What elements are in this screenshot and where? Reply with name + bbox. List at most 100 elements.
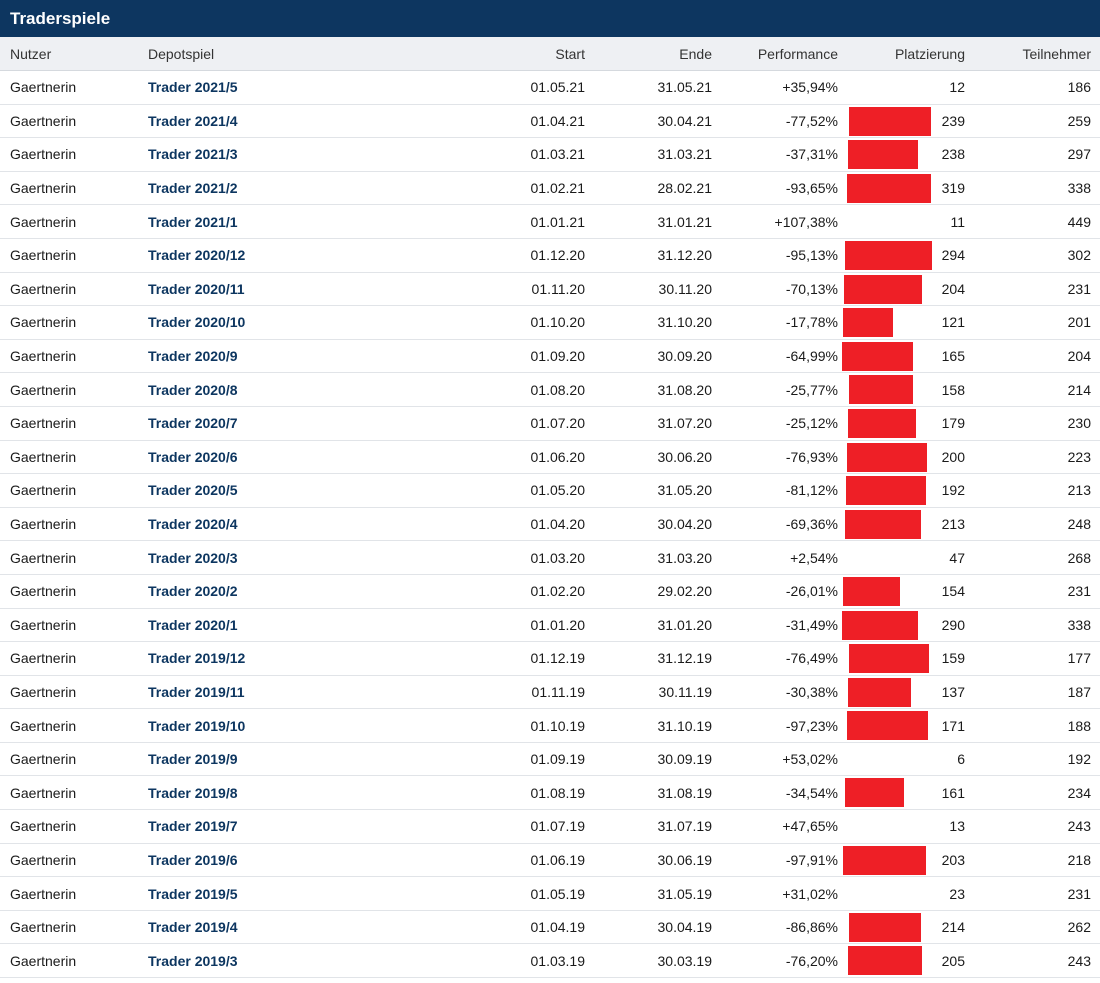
column-header-end[interactable]: Ende [679,45,712,62]
table-row: Gaertnerin Trader 2020/1 01.01.20 31.01.20 -… [0,609,1100,643]
game-link[interactable]: Trader 2020/1 [148,616,238,633]
game-link[interactable]: Trader 2019/10 [148,717,246,734]
user-cell: Gaertnerin [10,146,77,163]
performance-value: -64,99% [785,348,838,365]
end-date: 31.12.20 [657,247,713,264]
table-header: Nutzer Depotspiel Start Ende Performance… [0,37,1100,71]
user-cell: Gaertnerin [10,516,77,533]
table-row: Gaertnerin Trader 2020/8 01.08.20 31.08.20 -… [0,373,1100,407]
end-date: 31.12.19 [657,650,713,667]
placement-value: 154 [941,583,965,600]
user-cell: Gaertnerin [10,247,77,264]
game-link[interactable]: Trader 2020/10 [148,314,246,331]
column-header-placement[interactable]: Platzierung [894,45,965,62]
end-date: 30.06.19 [657,851,713,868]
user-cell: Gaertnerin [10,784,77,801]
user-cell: Gaertnerin [10,415,77,432]
placement-value: 171 [941,717,965,734]
participants-value: 231 [1067,583,1091,600]
column-header-game[interactable]: Depotspiel [148,45,215,62]
game-link[interactable]: Trader 2021/3 [148,146,238,163]
game-link[interactable]: Trader 2020/2 [148,583,238,600]
start-date: 01.10.19 [530,717,586,734]
placement-value: 204 [941,280,965,297]
participants-value: 204 [1067,348,1091,365]
start-date: 01.05.21 [530,79,586,96]
game-link[interactable]: Trader 2019/5 [148,885,238,902]
participants-value: 248 [1067,516,1091,533]
user-cell: Gaertnerin [10,180,77,197]
game-link[interactable]: Trader 2019/6 [148,851,238,868]
start-date: 01.08.20 [530,381,586,398]
game-link[interactable]: Trader 2021/4 [148,112,238,129]
table-row: Gaertnerin Trader 2020/12 01.12.20 31.12.20… [0,239,1100,273]
game-link[interactable]: Trader 2020/6 [148,448,238,465]
game-link[interactable]: Trader 2020/7 [148,415,238,432]
game-link[interactable]: Trader 2019/12 [148,650,246,667]
user-cell: Gaertnerin [10,885,77,902]
user-cell: Gaertnerin [10,348,77,365]
participants-value: 259 [1067,112,1091,129]
performance-value: +53,02% [782,751,838,768]
end-date: 31.05.19 [657,885,713,902]
performance-value: -26,01% [785,583,838,600]
game-link[interactable]: Trader 2020/5 [148,482,238,499]
game-link[interactable]: Trader 2021/5 [148,79,238,96]
end-date: 31.10.20 [657,314,713,331]
user-cell: Gaertnerin [10,314,77,331]
column-header-participants[interactable]: Teilnehmer [1022,45,1091,62]
game-link[interactable]: Trader 2019/9 [148,751,238,768]
end-date: 30.04.21 [657,112,713,129]
placement-value: 179 [941,415,965,432]
start-date: 01.07.19 [530,818,586,835]
placement-bar [849,375,913,405]
game-link[interactable]: Trader 2019/3 [148,952,238,969]
column-header-start[interactable]: Start [555,45,585,62]
game-link[interactable]: Trader 2020/12 [148,247,246,264]
game-link[interactable]: Trader 2021/2 [148,180,238,197]
placement-value: 158 [941,381,965,398]
game-link[interactable]: Trader 2020/3 [148,549,238,566]
placement-bar [843,308,893,338]
performance-value: -69,36% [785,516,838,533]
performance-value: -37,31% [785,146,838,163]
game-link[interactable]: Trader 2020/11 [148,280,245,297]
placement-bar [849,106,931,136]
table-row: Gaertnerin Trader 2020/11 01.11.20 30.11.20… [0,273,1100,307]
table-row: Gaertnerin Trader 2021/2 01.02.21 28.02.21 -… [0,172,1100,206]
placement-bar [849,912,921,942]
column-header-user[interactable]: Nutzer [10,45,52,62]
game-link[interactable]: Trader 2020/9 [148,348,238,365]
performance-value: -93,65% [785,180,838,197]
placement-bar [847,173,931,203]
placement-value: 294 [941,247,965,264]
placement-bar [842,610,918,640]
column-header-performance[interactable]: Performance [757,45,838,62]
user-cell: Gaertnerin [10,616,77,633]
participants-value: 338 [1067,180,1091,197]
participants-value: 201 [1067,314,1091,331]
game-link[interactable]: Trader 2019/4 [148,919,238,936]
game-link[interactable]: Trader 2019/7 [148,818,238,835]
participants-value: 297 [1067,146,1091,163]
placement-bar [845,240,932,270]
placement-bar [848,140,918,170]
performance-value: +47,65% [782,818,838,835]
game-link[interactable]: Trader 2019/11 [148,683,245,700]
game-link[interactable]: Trader 2019/8 [148,784,238,801]
start-date: 01.12.20 [530,247,586,264]
table-row: Gaertnerin Trader 2021/3 01.03.21 31.03.21 -… [0,138,1100,172]
placement-value: 137 [941,683,965,700]
start-date: 01.02.21 [530,180,586,197]
start-date: 01.03.21 [530,146,586,163]
placement-value: 6 [957,751,965,768]
start-date: 01.06.20 [530,448,586,465]
game-link[interactable]: Trader 2020/4 [148,516,238,533]
table-row: Gaertnerin Trader 2021/1 01.01.21 31.01.21 +… [0,205,1100,239]
performance-value: -25,12% [785,415,838,432]
table-row: Gaertnerin Trader 2019/7 01.07.19 31.07.19 +… [0,810,1100,844]
game-link[interactable]: Trader 2020/8 [148,381,238,398]
participants-value: 262 [1067,919,1091,936]
placement-bar [842,341,913,371]
game-link[interactable]: Trader 2021/1 [148,213,238,230]
